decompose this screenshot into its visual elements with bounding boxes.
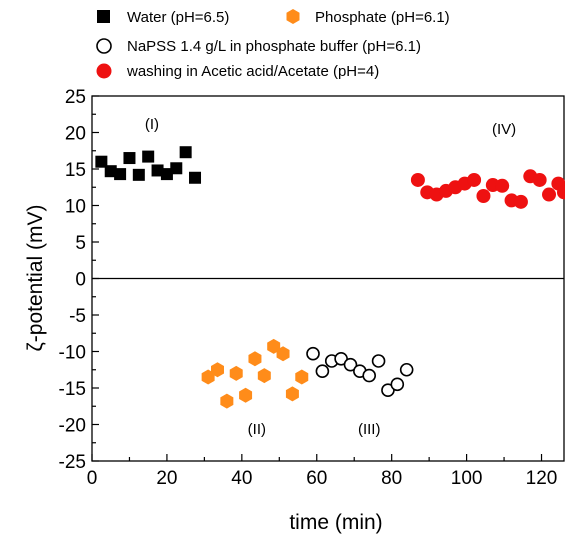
x-tick-label: 100 — [451, 468, 483, 489]
region-label: (III) — [358, 421, 381, 438]
region-label: (IV) — [492, 121, 516, 138]
data-point-series-0 — [114, 168, 127, 181]
data-point-series-3 — [513, 194, 528, 209]
data-point-series-2 — [343, 357, 358, 372]
data-point-series-3 — [467, 172, 482, 187]
legend-label-water: Water (pH=6.5) — [127, 9, 229, 26]
data-point-series-0 — [132, 168, 145, 181]
x-tick-label: 40 — [231, 468, 252, 489]
data-point-series-0 — [104, 165, 117, 178]
x-tick-label: 80 — [381, 468, 402, 489]
data-point-series-0 — [160, 168, 173, 181]
y-tick-label: -20 — [59, 416, 86, 437]
data-point-series-0 — [95, 155, 108, 168]
data-point-series-2 — [371, 354, 386, 368]
region-label: (I) — [145, 116, 159, 133]
data-point-series-1 — [285, 386, 299, 402]
y-tick-label: 0 — [75, 270, 86, 291]
data-point-series-0 — [151, 164, 164, 177]
legend-label-napss: NaPSS 1.4 g/L in phosphate buffer (pH=6.… — [127, 38, 421, 55]
data-point-series-1 — [229, 365, 243, 381]
legend-label-acetate: washing in Acetic acid/Acetate (pH=4) — [126, 63, 379, 80]
data-point-series-3 — [542, 187, 557, 202]
data-point-series-1 — [211, 362, 224, 378]
data-point-series-1 — [295, 369, 309, 385]
y-tick-label: 10 — [65, 197, 86, 218]
data-point-series-2 — [362, 368, 377, 383]
y-tick-label: -10 — [59, 343, 86, 364]
data-point-series-1 — [239, 387, 253, 403]
tick-labels: 0 20 40 60 80 100 120 25 20 15 10 5 0 -5 -10 -15 -20 -25 — [59, 87, 558, 489]
data-point-series-0 — [123, 152, 136, 165]
y-tick-label: 20 — [65, 124, 86, 145]
data-point-series-1 — [248, 351, 262, 367]
legend-label-phosphate: Phosphate (pH=6.1) — [315, 9, 450, 26]
data-point-series-2 — [390, 377, 405, 392]
data-point-series-2 — [306, 346, 320, 361]
data-point-series-0 — [189, 171, 202, 184]
y-axis-title: ζ-potential (mV) — [24, 205, 47, 352]
legend: Water (pH=6.5) Phosphate (pH=6.1) NaPSS … — [96, 9, 450, 80]
y-tick-label: -5 — [69, 306, 86, 327]
data-point-series-2 — [399, 362, 414, 377]
y-tick-label: -25 — [59, 452, 86, 473]
data-point-series-1 — [257, 368, 271, 384]
y-tick-label: 25 — [65, 87, 86, 108]
data-point-series-3 — [476, 189, 491, 204]
data-point-series-1 — [276, 346, 290, 362]
data-point-series-2 — [315, 364, 330, 379]
y-tick-label: 15 — [65, 160, 86, 181]
legend-marker-acetate — [96, 63, 112, 79]
data-point-series-3 — [495, 178, 510, 193]
data-point-series-3 — [410, 172, 425, 187]
y-tick-label: 5 — [75, 233, 86, 254]
legend-marker-phosphate — [286, 9, 300, 24]
x-tick-label: 60 — [306, 468, 327, 489]
data-point-series-3 — [532, 172, 547, 187]
data-point-series-3 — [557, 185, 565, 200]
data-point-series-1 — [220, 393, 234, 409]
data-markers — [95, 146, 565, 409]
data-point-series-0 — [170, 162, 183, 175]
y-tick-label: -15 — [59, 379, 86, 400]
x-tick-label: 20 — [156, 468, 177, 489]
data-point-series-0 — [142, 150, 155, 163]
data-point-series-0 — [179, 146, 192, 159]
legend-marker-napss — [96, 38, 112, 54]
x-tick-label: 0 — [87, 468, 98, 489]
x-axis-title: time (min) — [289, 511, 382, 534]
region-label: (II) — [248, 421, 266, 438]
x-tick-label: 120 — [526, 468, 558, 489]
axis-ticks — [91, 95, 543, 462]
legend-marker-water — [97, 10, 110, 23]
region-annotations: (I) (II) (III) (IV) — [145, 116, 516, 438]
